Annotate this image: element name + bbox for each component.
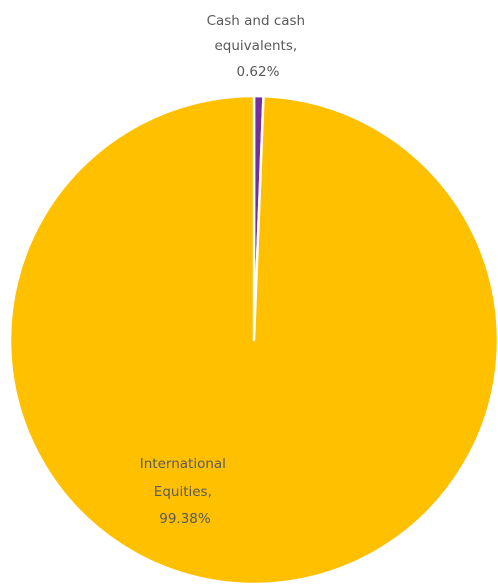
label-cash-line-3: 0.62% — [237, 64, 280, 80]
slice-labels: Cash and cash equivalents, 0.62% Interna… — [140, 13, 310, 527]
label-equities-line-3: 99.38% — [159, 511, 211, 527]
label-equities-line-1: International — [140, 456, 226, 472]
label-cash: Cash and cash equivalents, 0.62% — [207, 13, 310, 80]
label-equities-line-2: Equities, — [154, 484, 212, 500]
label-cash-line-2: equivalents, — [215, 38, 298, 54]
label-cash-line-1: Cash and cash — [207, 13, 306, 29]
slice-international-equities — [8, 94, 498, 584]
label-international-equities: International Equities, 99.38% — [140, 456, 230, 527]
pie-slices — [8, 94, 498, 584]
